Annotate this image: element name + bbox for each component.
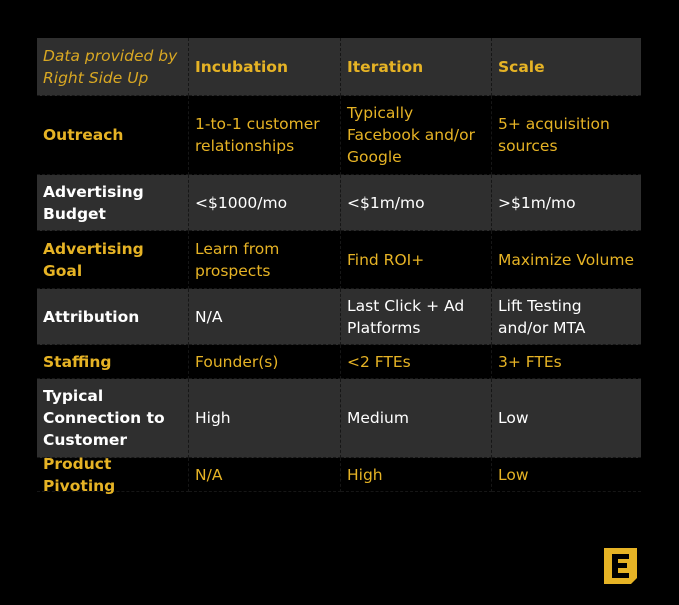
table-cell: N/A <box>189 289 341 345</box>
comparison-table: Data provided by Right Side Up Incubatio… <box>37 38 641 495</box>
row-label-product-pivoting: Product Pivoting <box>37 455 189 495</box>
row-label-staffing: Staffing <box>37 345 189 379</box>
table-row: Typical Connection to Customer High Medi… <box>37 379 641 458</box>
letter-e-logo-icon <box>604 548 637 584</box>
table-header-row: Data provided by Right Side Up Incubatio… <box>37 38 641 96</box>
table-row: Advertising Goal Learn from prospects Fi… <box>37 231 641 289</box>
table-row: Advertising Budget <$1000/mo <$1m/mo >$1… <box>37 175 641 231</box>
table-cell: 1-to-1 customer relationships <box>189 96 341 175</box>
table-cell: High <box>341 458 492 492</box>
table-cell: >$1m/mo <box>492 175 641 231</box>
row-label-attribution: Attribution <box>37 289 189 345</box>
table-cell: Founder(s) <box>189 345 341 379</box>
table-cell: Low <box>492 379 641 458</box>
table-cell: 5+ acquisition sources <box>492 96 641 175</box>
row-label-advertising-goal: Advertising Goal <box>37 231 189 289</box>
column-header-iteration: Iteration <box>341 38 492 96</box>
table-cell: Low <box>492 458 641 492</box>
table-cell: 3+ FTEs <box>492 345 641 379</box>
table-cell: Find ROI+ <box>341 231 492 289</box>
column-header-incubation: Incubation <box>189 38 341 96</box>
table-cell: Learn from prospects <box>189 231 341 289</box>
table-cell: <2 FTEs <box>341 345 492 379</box>
column-header-scale: Scale <box>492 38 641 96</box>
table-cell: Medium <box>341 379 492 458</box>
row-label-advertising-budget: Advertising Budget <box>37 175 189 231</box>
table-row: Outreach 1-to-1 customer relationships T… <box>37 96 641 175</box>
table-cell: Typically Facebook and/or Google <box>341 96 492 175</box>
table-row: Attribution N/A Last Click + Ad Platform… <box>37 289 641 345</box>
table-cell: <$1m/mo <box>341 175 492 231</box>
table-cell: Maximize Volume <box>492 231 641 289</box>
table-cell: High <box>189 379 341 458</box>
table-cell: <$1000/mo <box>189 175 341 231</box>
data-source-note: Data provided by Right Side Up <box>37 38 189 96</box>
row-label-typical-connection: Typical Connection to Customer <box>37 379 189 458</box>
table-row: Staffing Founder(s) <2 FTEs 3+ FTEs <box>37 345 641 379</box>
table-cell: Lift Testing and/or MTA <box>492 289 641 345</box>
table-row: Product Pivoting N/A High Low <box>37 455 641 495</box>
table-cell: Last Click + Ad Platforms <box>341 289 492 345</box>
table-cell: N/A <box>189 458 341 492</box>
row-label-outreach: Outreach <box>37 96 189 175</box>
